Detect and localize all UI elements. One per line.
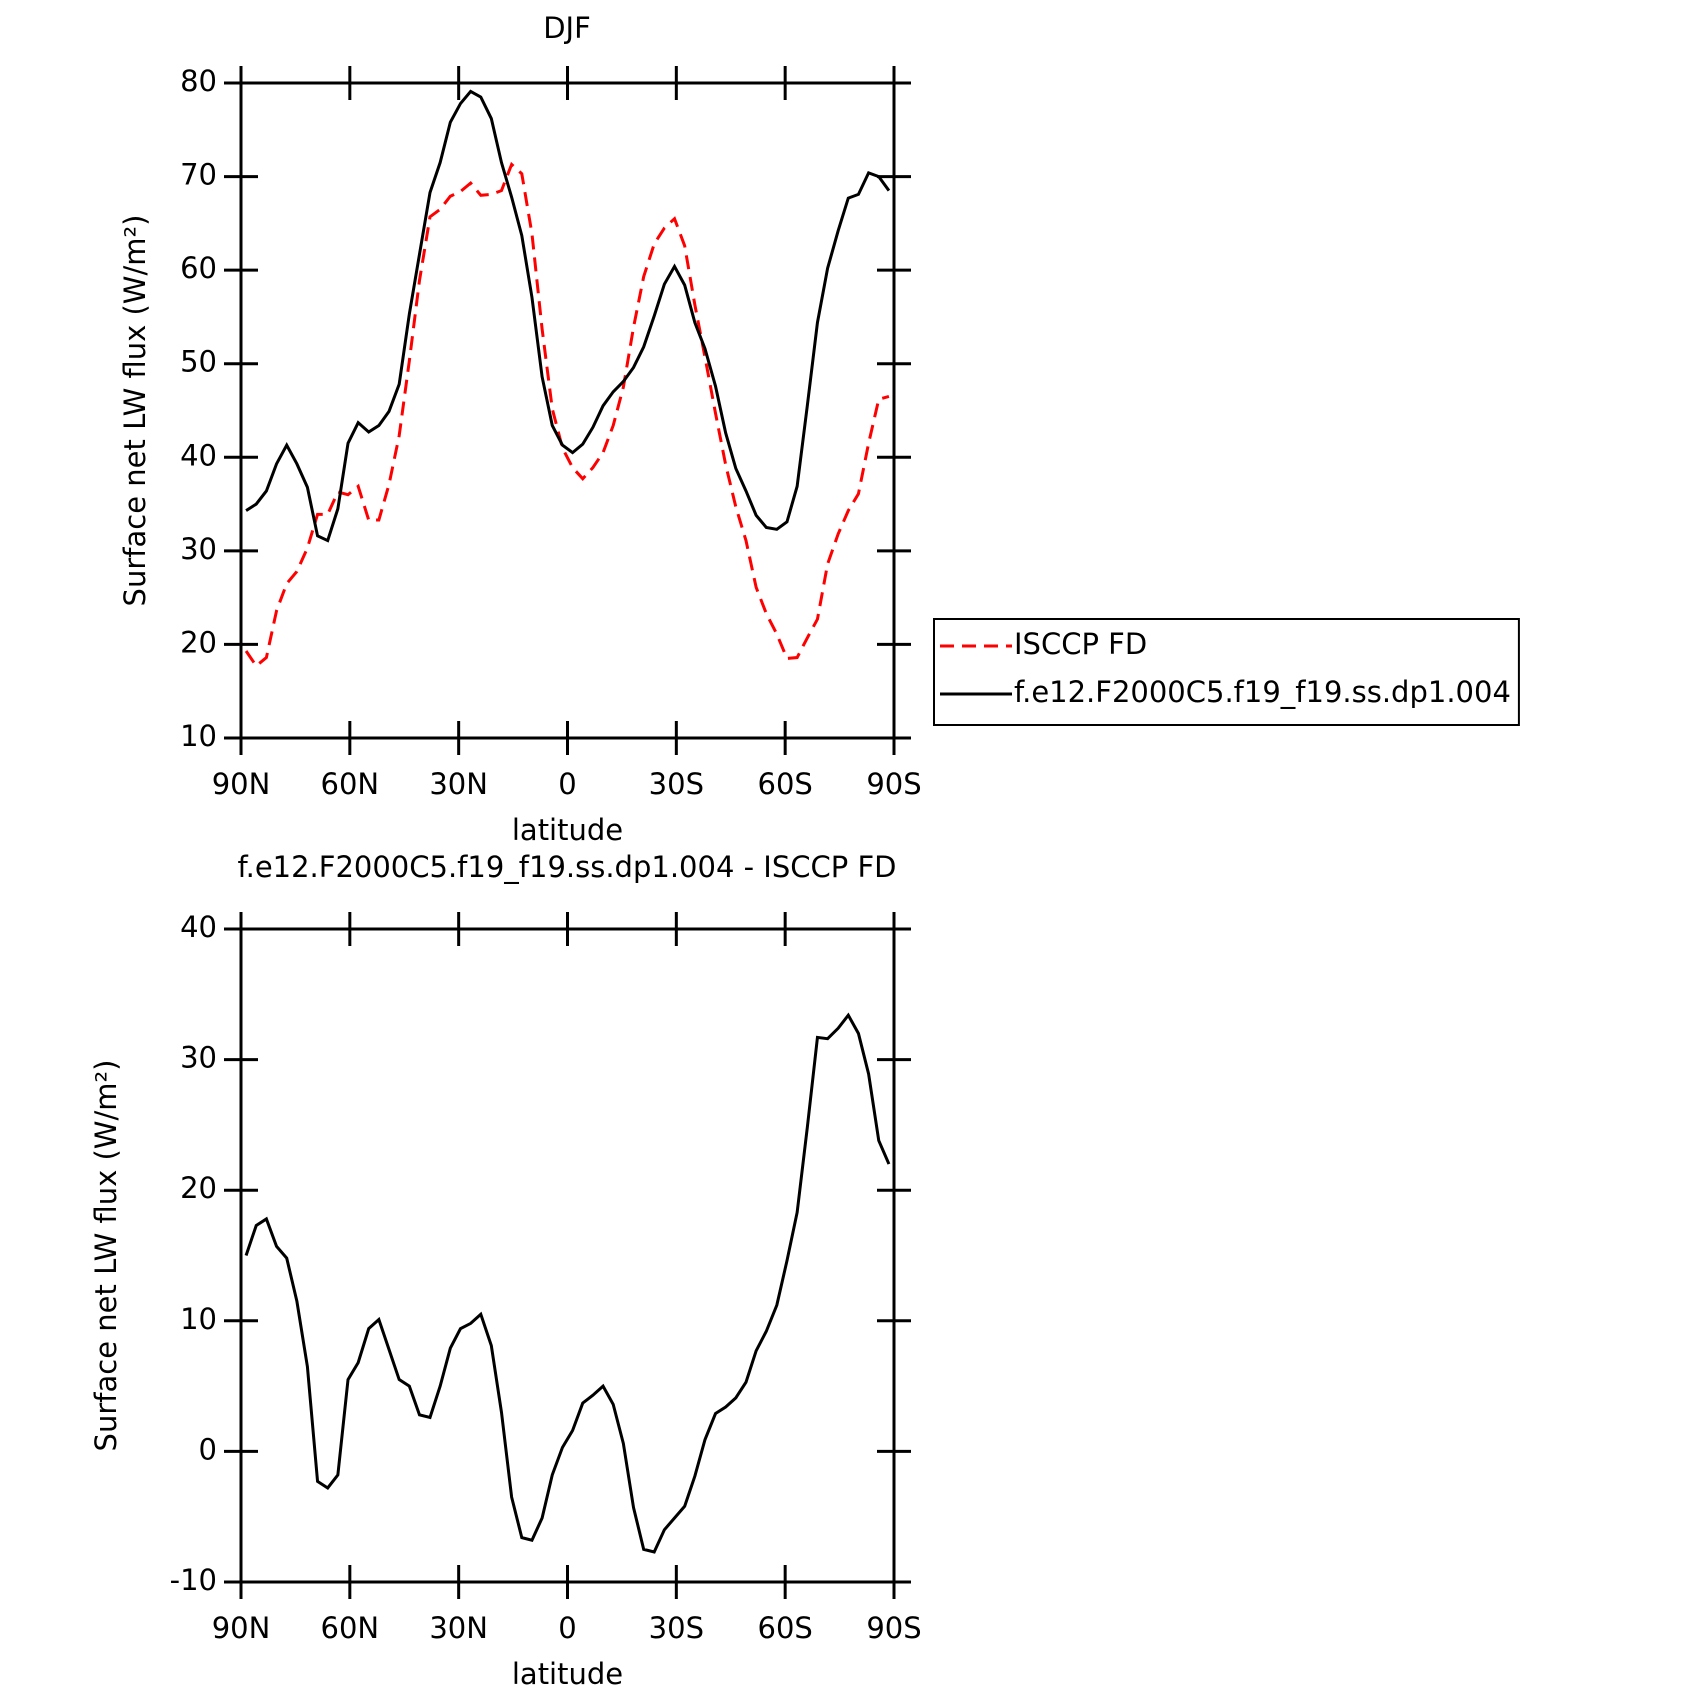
x-tick-label: 30S xyxy=(649,1611,704,1645)
plot-frame xyxy=(239,927,896,1584)
y-tick-label: 10 xyxy=(180,1302,217,1336)
data-line xyxy=(244,161,890,669)
y-tick-label: 40 xyxy=(180,438,217,472)
y-tick-label: 20 xyxy=(180,1171,217,1205)
x-tick-label: 60S xyxy=(758,1611,813,1645)
x-tick-label: 90N xyxy=(212,1611,271,1645)
legend-label: f.e12.F2000C5.f19_f19.ss.dp1.004 xyxy=(1014,675,1511,709)
chart-title: f.e12.F2000C5.f19_f19.ss.dp1.004 - ISCCP… xyxy=(238,850,897,884)
y-tick-label: 80 xyxy=(180,64,217,98)
x-tick-label: 90S xyxy=(866,767,921,801)
x-tick-label: 60N xyxy=(321,767,380,801)
x-tick-label: 60S xyxy=(758,767,813,801)
x-tick-label: 30S xyxy=(649,767,704,801)
chart-title: DJF xyxy=(543,11,591,45)
y-axis-label: Surface net LW flux (W/m²) xyxy=(89,1060,123,1452)
plot-frame xyxy=(239,81,896,740)
data-line xyxy=(244,1012,891,1554)
y-axis-label: Surface net LW flux (W/m²) xyxy=(118,215,152,607)
x-axis-label: latitude xyxy=(512,813,623,847)
y-tick-label: 50 xyxy=(180,345,217,379)
x-tick-label: 90S xyxy=(866,1611,921,1645)
x-tick-label: 30N xyxy=(429,767,488,801)
y-tick-label: 10 xyxy=(180,719,217,753)
x-tick-label: 0 xyxy=(558,767,576,801)
x-tick-label: 0 xyxy=(558,1611,576,1645)
legend-box xyxy=(933,618,1520,726)
y-tick-label: 30 xyxy=(180,532,217,566)
y-tick-label: 0 xyxy=(199,1432,217,1466)
y-tick-label: 40 xyxy=(180,910,217,944)
x-tick-label: 60N xyxy=(321,1611,380,1645)
legend-label: ISCCP FD xyxy=(1014,627,1147,661)
x-tick-label: 30N xyxy=(429,1611,488,1645)
y-tick-label: -10 xyxy=(170,1563,217,1597)
y-tick-label: 30 xyxy=(180,1041,217,1075)
y-tick-label: 20 xyxy=(180,625,217,659)
y-tick-label: 70 xyxy=(180,158,217,192)
x-tick-label: 90N xyxy=(212,767,271,801)
y-tick-label: 60 xyxy=(180,251,217,285)
data-line xyxy=(245,89,891,543)
x-axis-label: latitude xyxy=(512,1657,623,1691)
